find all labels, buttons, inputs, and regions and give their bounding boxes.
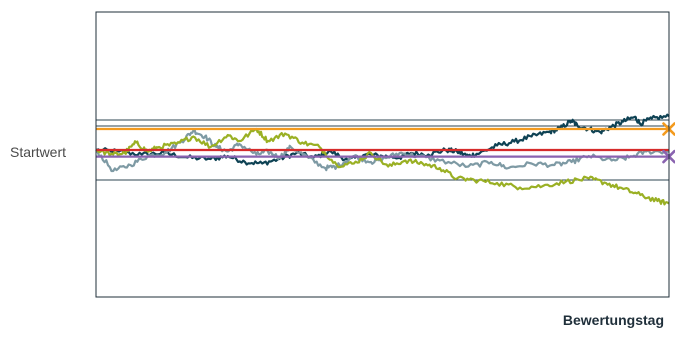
reference-lines — [96, 127, 669, 158]
y-tick-label-startwert: Startwert — [10, 144, 67, 160]
series-line-2 — [95, 127, 670, 206]
plot-frame — [95, 11, 670, 298]
x-axis-label: Bewertungstag — [562, 312, 664, 328]
